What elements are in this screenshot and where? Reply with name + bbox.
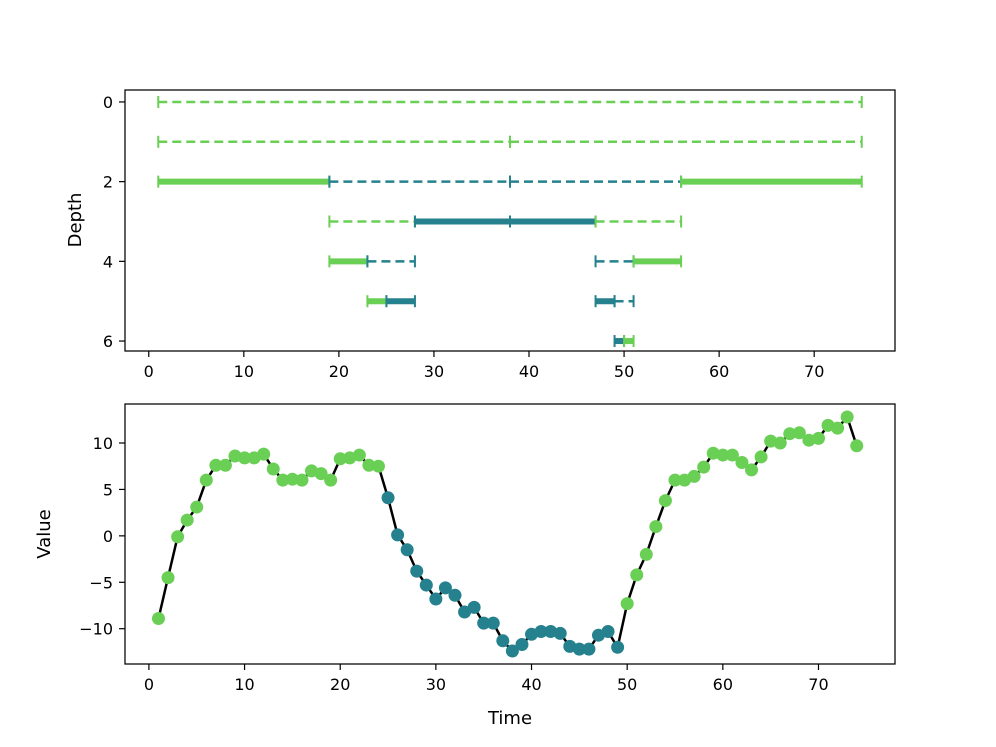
series-x-axis-label: Time bbox=[487, 708, 532, 729]
series-y-tick-label: 10 bbox=[93, 434, 113, 453]
data-point-19 bbox=[324, 473, 338, 487]
segment-x-tick-label: 70 bbox=[804, 362, 824, 381]
segment-x-tick-label: 30 bbox=[424, 362, 444, 381]
segment-y-axis-label: Depth bbox=[65, 193, 86, 248]
data-point-73 bbox=[840, 410, 854, 424]
segment-x-tick-label: 40 bbox=[519, 362, 539, 381]
data-point-26 bbox=[391, 528, 405, 542]
data-point-64 bbox=[754, 450, 768, 464]
segment-x-tick-label: 50 bbox=[614, 362, 634, 381]
segment-marks bbox=[157, 95, 863, 348]
data-point-8 bbox=[218, 458, 232, 472]
data-point-34 bbox=[467, 600, 481, 614]
segment-tree-panel: 0 10 20 30 40 50 60 70 0 2 4 6 Depth bbox=[65, 89, 896, 381]
data-point-36 bbox=[486, 616, 500, 630]
segment-plot-frame bbox=[124, 89, 896, 352]
data-point-1 bbox=[151, 612, 165, 625]
data-point-66 bbox=[773, 436, 787, 450]
data-point-24 bbox=[371, 459, 385, 473]
segment-y-ticks: 0 2 4 6 bbox=[103, 93, 125, 351]
data-point-10 bbox=[238, 451, 252, 465]
data-point-74 bbox=[850, 439, 864, 453]
data-point-13 bbox=[266, 462, 280, 476]
data-point-22 bbox=[352, 448, 366, 462]
series-x-tick-label: 70 bbox=[808, 675, 828, 694]
segment-x-tick-label: 20 bbox=[329, 362, 349, 381]
data-point-62 bbox=[735, 456, 749, 469]
data-point-23 bbox=[362, 458, 376, 472]
data-point-37 bbox=[496, 634, 510, 648]
data-point-57 bbox=[687, 469, 701, 483]
data-point-39 bbox=[515, 638, 529, 651]
series-x-tick-label: 10 bbox=[234, 675, 254, 694]
data-point-32 bbox=[448, 588, 462, 602]
data-point-6 bbox=[199, 473, 213, 487]
series-x-tick-label: 0 bbox=[144, 675, 154, 694]
data-point-49 bbox=[611, 640, 625, 654]
data-point-15 bbox=[285, 472, 299, 486]
series-y-tick-label: −5 bbox=[89, 573, 113, 592]
data-point-41 bbox=[534, 625, 548, 638]
segment-x-tick-label: 10 bbox=[234, 362, 254, 381]
data-point-28 bbox=[410, 564, 424, 578]
data-point-67 bbox=[783, 427, 797, 441]
data-point-54 bbox=[658, 494, 672, 508]
data-point-60 bbox=[716, 448, 730, 462]
data-point-4 bbox=[180, 513, 194, 527]
data-point-43 bbox=[553, 626, 567, 640]
series-x-tick-label: 50 bbox=[617, 675, 637, 694]
data-point-58 bbox=[697, 460, 711, 474]
data-point-7 bbox=[209, 458, 223, 472]
data-point-68 bbox=[792, 426, 806, 440]
series-x-tick-label: 30 bbox=[426, 675, 446, 694]
series-y-tick-label: 5 bbox=[103, 480, 113, 499]
segment-y-tick-label: 6 bbox=[103, 332, 113, 351]
data-point-61 bbox=[725, 448, 739, 462]
data-point-48 bbox=[601, 625, 615, 638]
series-y-tick-label: 0 bbox=[103, 527, 113, 546]
data-point-70 bbox=[811, 431, 825, 445]
data-point-35 bbox=[477, 616, 491, 630]
data-point-45 bbox=[572, 642, 586, 656]
time-series-panel: 0 10 20 30 40 50 60 70 −10 −5 0 5 10 Time Value bbox=[34, 403, 896, 729]
data-point-16 bbox=[295, 473, 309, 487]
series-x-tick-label: 20 bbox=[330, 675, 350, 694]
data-point-31 bbox=[438, 581, 452, 595]
data-point-50 bbox=[620, 597, 634, 611]
segment-y-tick-label: 0 bbox=[103, 93, 113, 112]
series-plot-frame bbox=[124, 403, 896, 665]
data-point-72 bbox=[831, 421, 845, 435]
segment-x-tick-label: 0 bbox=[144, 362, 154, 381]
data-point-53 bbox=[649, 520, 663, 534]
series-x-tick-label: 40 bbox=[521, 675, 541, 694]
series-marks bbox=[151, 410, 864, 658]
data-point-5 bbox=[190, 500, 204, 514]
series-x-tick-label: 60 bbox=[713, 675, 733, 694]
data-point-55 bbox=[668, 473, 682, 487]
data-point-46 bbox=[582, 642, 596, 656]
segment-x-ticks: 0 10 20 30 40 50 60 70 bbox=[144, 351, 824, 381]
segment-y-tick-label: 4 bbox=[103, 252, 113, 271]
segment-y-tick-label: 2 bbox=[103, 173, 113, 192]
series-x-ticks: 0 10 20 30 40 50 60 70 bbox=[144, 664, 829, 694]
data-point-30 bbox=[429, 592, 443, 606]
data-point-38 bbox=[505, 644, 519, 658]
data-point-52 bbox=[639, 547, 653, 561]
series-y-tick-label: −10 bbox=[79, 620, 113, 639]
series-y-ticks: −10 −5 0 5 10 bbox=[79, 434, 125, 639]
data-point-18 bbox=[314, 467, 328, 481]
data-point-2 bbox=[161, 571, 175, 585]
data-point-14 bbox=[276, 473, 290, 487]
data-point-63 bbox=[745, 463, 759, 477]
data-point-29 bbox=[419, 578, 433, 592]
data-point-12 bbox=[257, 447, 271, 461]
data-point-20 bbox=[333, 452, 347, 466]
data-point-3 bbox=[171, 530, 185, 544]
series-y-axis-label: Value bbox=[34, 509, 55, 558]
data-point-25 bbox=[381, 491, 395, 505]
data-point-51 bbox=[630, 568, 644, 582]
data-point-27 bbox=[400, 543, 414, 557]
segment-x-tick-label: 60 bbox=[709, 362, 729, 381]
